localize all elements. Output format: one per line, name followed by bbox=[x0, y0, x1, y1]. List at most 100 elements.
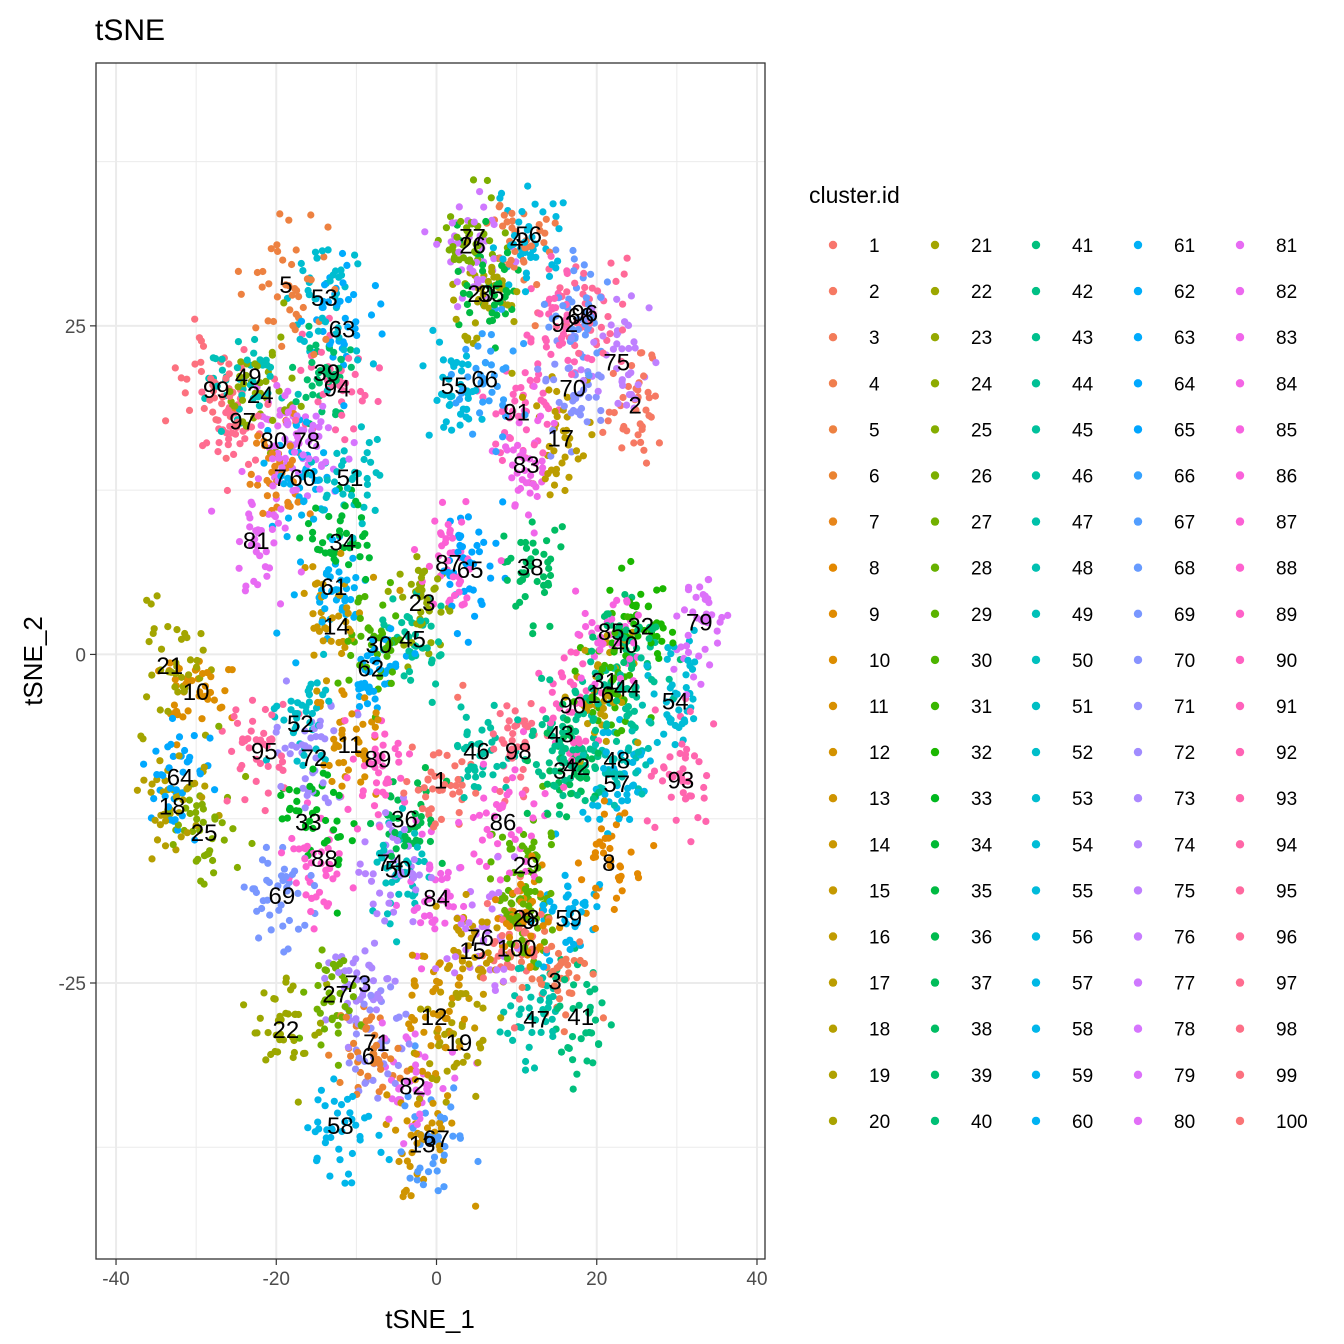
legend-label-18: 18 bbox=[869, 1020, 890, 1041]
cell-point-21 bbox=[143, 596, 151, 604]
cell-point-19 bbox=[473, 1000, 481, 1008]
cell-point-7 bbox=[263, 492, 271, 500]
cell-point-35 bbox=[455, 321, 463, 329]
cell-point-58 bbox=[304, 1124, 312, 1132]
cell-point-70 bbox=[542, 377, 550, 385]
cell-point-72 bbox=[321, 735, 329, 743]
cell-point-94 bbox=[374, 397, 382, 406]
cell-point-25 bbox=[215, 722, 223, 730]
cell-point-65 bbox=[458, 543, 466, 551]
cell-point-19 bbox=[463, 1052, 471, 1060]
cell-point-33 bbox=[286, 804, 294, 812]
cell-point-57 bbox=[579, 808, 587, 816]
cell-point-58 bbox=[348, 1115, 356, 1123]
cell-point-6 bbox=[336, 1078, 344, 1087]
cell-point-32 bbox=[618, 564, 626, 572]
cell-point-52 bbox=[270, 705, 278, 713]
cell-point-34 bbox=[363, 541, 371, 549]
cell-point-75 bbox=[607, 321, 615, 329]
cell-point-88 bbox=[335, 850, 343, 858]
cell-point-2 bbox=[599, 428, 607, 436]
cell-point-93 bbox=[658, 777, 667, 785]
cell-point-5 bbox=[295, 293, 303, 301]
cell-point-72 bbox=[321, 794, 329, 802]
cell-point-92 bbox=[564, 356, 572, 364]
cell-point-90 bbox=[566, 678, 575, 686]
cell-point-51 bbox=[347, 491, 356, 499]
cell-point-92 bbox=[550, 294, 559, 302]
cell-point-56 bbox=[489, 244, 497, 252]
cell-point-80 bbox=[275, 454, 283, 462]
cell-point-93 bbox=[667, 793, 675, 801]
cell-point-2 bbox=[630, 439, 638, 447]
legend-key-4 bbox=[828, 379, 838, 388]
y-tick-label: -25 bbox=[59, 974, 86, 995]
cell-point-86 bbox=[530, 800, 538, 808]
cell-point-49 bbox=[263, 361, 271, 369]
cell-point-37 bbox=[563, 813, 571, 821]
cluster-label-73: 73 bbox=[345, 971, 372, 998]
cell-point-71 bbox=[374, 1094, 382, 1102]
legend-label-57: 57 bbox=[1072, 974, 1093, 995]
cell-point-84 bbox=[431, 916, 439, 924]
cell-point-15 bbox=[459, 965, 467, 973]
legend-key-83 bbox=[1235, 333, 1245, 342]
cell-point-85 bbox=[577, 674, 585, 682]
cell-point-98 bbox=[496, 787, 504, 796]
cell-point-23 bbox=[396, 570, 404, 578]
cell-point-29 bbox=[498, 833, 507, 841]
cell-point-55 bbox=[445, 401, 453, 410]
cell-point-82 bbox=[451, 1074, 459, 1082]
cell-point-84 bbox=[455, 818, 463, 827]
cell-point-25 bbox=[198, 800, 206, 809]
legend-label-94: 94 bbox=[1276, 835, 1298, 856]
cell-point-91 bbox=[530, 441, 538, 449]
cell-point-89 bbox=[379, 741, 387, 749]
cell-point-81 bbox=[274, 519, 282, 527]
cell-point-100 bbox=[509, 975, 517, 983]
cell-point-57 bbox=[623, 796, 632, 805]
cell-point-35 bbox=[479, 261, 487, 269]
cell-point-52 bbox=[312, 704, 321, 712]
cell-point-51 bbox=[319, 506, 327, 514]
cell-point-53 bbox=[318, 314, 326, 322]
cell-point-73 bbox=[383, 975, 391, 983]
cell-point-18 bbox=[179, 796, 187, 804]
cell-point-18 bbox=[175, 752, 183, 760]
legend-label-49: 49 bbox=[1072, 605, 1093, 626]
cell-point-1 bbox=[472, 789, 480, 797]
cell-point-79 bbox=[695, 652, 703, 660]
cell-point-42 bbox=[590, 715, 598, 723]
legend-key-96 bbox=[1235, 932, 1245, 941]
cell-point-49 bbox=[212, 355, 220, 363]
y-tick-label: 0 bbox=[75, 645, 86, 666]
cell-point-1 bbox=[441, 781, 449, 789]
cell-point-100 bbox=[508, 963, 516, 971]
legend-label-43: 43 bbox=[1072, 328, 1093, 349]
cell-point-44 bbox=[625, 710, 633, 718]
cell-point-52 bbox=[299, 761, 307, 770]
cell-point-69 bbox=[253, 907, 261, 915]
cell-point-5 bbox=[259, 267, 267, 276]
cell-point-15 bbox=[455, 926, 463, 935]
cell-point-80 bbox=[295, 439, 303, 447]
legend-key-46 bbox=[1031, 471, 1041, 480]
cell-point-97 bbox=[224, 441, 232, 449]
cell-point-22 bbox=[287, 986, 295, 994]
cell-point-77 bbox=[433, 240, 441, 248]
legend-key-6 bbox=[828, 471, 838, 480]
cell-point-98 bbox=[490, 745, 498, 753]
cell-point-74 bbox=[369, 900, 377, 908]
cluster-label-83: 83 bbox=[513, 452, 540, 479]
cell-point-95 bbox=[252, 777, 260, 786]
cell-point-26 bbox=[487, 194, 495, 202]
cell-point-50 bbox=[383, 910, 392, 918]
cell-point-83 bbox=[514, 486, 522, 494]
legend-key-9 bbox=[828, 609, 838, 618]
legend-key-100 bbox=[1235, 1116, 1245, 1126]
cluster-label-18: 18 bbox=[159, 794, 186, 821]
cell-point-8 bbox=[615, 876, 624, 884]
cell-point-46 bbox=[471, 766, 479, 775]
cell-point-46 bbox=[460, 794, 468, 802]
cell-point-78 bbox=[324, 424, 332, 432]
